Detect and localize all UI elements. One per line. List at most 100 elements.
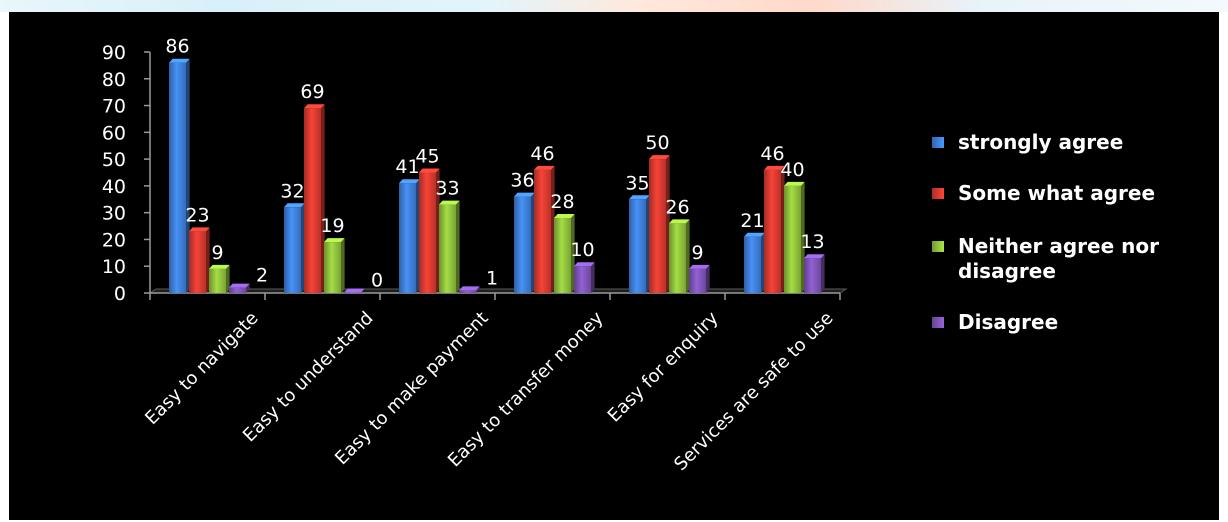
top-gradient-strip (0, 0, 1228, 12)
data-label: 40 (780, 159, 804, 181)
bar-front (574, 266, 591, 293)
bar (649, 155, 670, 293)
bar-top (804, 254, 825, 259)
bar (689, 264, 710, 293)
bar-top (554, 214, 575, 219)
bar-front (764, 169, 781, 293)
data-label: 23 (185, 204, 209, 226)
data-label: 21 (740, 210, 764, 232)
legend-swatch (932, 317, 944, 328)
data-label: 19 (320, 215, 344, 237)
bar-top (459, 286, 480, 291)
bar-front (804, 258, 821, 293)
data-label: 33 (435, 178, 459, 200)
bar-front (669, 223, 686, 293)
data-label: 26 (665, 196, 689, 218)
bar-top (689, 264, 710, 269)
bar (284, 203, 305, 293)
bar-front (649, 159, 666, 293)
bar-side (591, 262, 595, 293)
bar (344, 288, 365, 293)
data-label: 9 (691, 242, 703, 264)
bar-top (669, 219, 690, 224)
legend-item: strongly agree (930, 130, 1220, 155)
bar-side (686, 219, 690, 293)
bar-top (574, 262, 595, 267)
x-category-label: Easy for enquiry (604, 307, 723, 426)
bar-top (324, 238, 345, 243)
legend-label: strongly agree (958, 130, 1124, 154)
bar-front (689, 268, 706, 293)
y-tick-label: 30 (102, 203, 126, 225)
bar-side (706, 264, 710, 293)
bar-side (186, 58, 190, 293)
legend-label: Neither agree nor disagree (958, 234, 1159, 283)
bar-side (301, 203, 305, 293)
y-tick-label: 60 (102, 122, 126, 144)
bar-side (801, 181, 805, 293)
data-label: 1 (486, 267, 498, 289)
bar-front (399, 183, 416, 293)
bar-front (209, 268, 226, 293)
bar-side (571, 214, 575, 293)
y-tick-label: 40 (102, 176, 126, 198)
bar-top (284, 203, 305, 208)
bar (419, 168, 440, 293)
legend-item: Some what agree (930, 181, 1220, 206)
bar (459, 286, 480, 293)
bar-top (344, 288, 365, 293)
legend-swatch (932, 137, 944, 148)
bar-front (284, 207, 301, 293)
bar-side (436, 168, 440, 293)
bar-top (304, 104, 325, 109)
bar (804, 254, 825, 293)
bar-side (206, 227, 210, 293)
bar-top (629, 195, 650, 200)
legend-swatch (932, 188, 944, 199)
bar-side (476, 286, 480, 293)
bar-top (229, 283, 250, 288)
bar-front (169, 62, 186, 293)
x-category-label: Easy to understand (239, 308, 378, 447)
bar (784, 181, 805, 293)
bar-top (534, 165, 555, 170)
data-label: 28 (550, 191, 574, 213)
bar-front (439, 204, 456, 293)
bar-side (761, 232, 765, 293)
data-label: 86 (165, 36, 189, 58)
bar (324, 238, 345, 293)
y-tick-label: 20 (102, 229, 126, 251)
bar (169, 58, 190, 293)
bar-front (189, 231, 206, 293)
data-label: 9 (211, 242, 223, 264)
legend-item: Disagree (930, 310, 1220, 335)
bar (574, 262, 595, 293)
bar (189, 227, 210, 293)
bar (229, 283, 250, 293)
data-label: 69 (300, 81, 324, 103)
data-label: 46 (530, 143, 554, 165)
bar (304, 104, 325, 293)
bar-top (399, 179, 420, 184)
bar-front (419, 172, 436, 293)
bar-side (456, 200, 460, 293)
bar (209, 264, 230, 293)
bar-front (344, 292, 361, 293)
bar-top (189, 227, 210, 232)
bar-side (321, 104, 325, 293)
bar-side (531, 192, 535, 293)
bar-side (226, 264, 230, 293)
bar-top (744, 232, 765, 237)
data-label: 46 (760, 143, 784, 165)
data-label: 41 (395, 156, 419, 178)
bar (399, 179, 420, 293)
bar (669, 219, 690, 293)
bar (514, 192, 535, 293)
data-label: 32 (280, 180, 304, 202)
bar-front (554, 218, 571, 293)
data-label: 45 (415, 146, 439, 168)
bar-top (439, 200, 460, 205)
data-label: 50 (645, 132, 669, 154)
bar-top (419, 168, 440, 173)
bar-front (534, 169, 551, 293)
